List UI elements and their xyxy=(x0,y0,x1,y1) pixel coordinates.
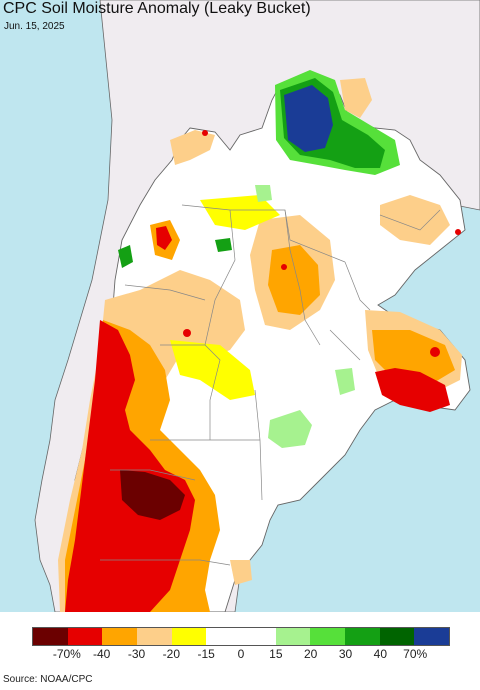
legend-swatch xyxy=(67,628,103,645)
legend-label: -15 xyxy=(197,647,215,661)
legend-label: -40 xyxy=(92,647,111,661)
legend-swatch xyxy=(379,628,415,645)
map-date: Jun. 15, 2025 xyxy=(4,21,65,32)
legend-label: -20 xyxy=(162,647,180,661)
legend-swatch xyxy=(414,628,450,645)
legend-labels: -70% -40 -30 -20 -15 0 15 20 30 40 70% xyxy=(32,647,450,663)
legend-label: 40 xyxy=(373,647,388,661)
legend-label: 70% xyxy=(403,647,428,661)
legend-label: -70% xyxy=(52,647,81,661)
legend-label: 20 xyxy=(303,647,318,661)
legend-swatch xyxy=(241,628,276,645)
legend-swatch xyxy=(33,628,68,645)
legend-swatch xyxy=(345,628,380,645)
legend-swatch xyxy=(275,628,311,645)
legend-swatch xyxy=(310,628,346,645)
map-area xyxy=(0,0,480,612)
anomaly-fields xyxy=(58,70,462,612)
map-title: CPC Soil Moisture Anomaly (Leaky Bucket) xyxy=(3,0,311,17)
boundary-lines xyxy=(100,204,441,566)
legend-label: 15 xyxy=(269,647,283,661)
legend-label: -30 xyxy=(127,647,146,661)
legend-label: 30 xyxy=(338,647,353,661)
source-credit: Source: NOAA/CPC xyxy=(3,674,93,685)
legend-swatch xyxy=(206,628,242,645)
legend-label: 0 xyxy=(237,647,245,661)
soil-moisture-map xyxy=(34,0,480,612)
legend-swatch xyxy=(137,628,172,645)
legend-swatch xyxy=(102,628,138,645)
legend-swatch xyxy=(171,628,207,645)
color-legend xyxy=(32,627,450,646)
